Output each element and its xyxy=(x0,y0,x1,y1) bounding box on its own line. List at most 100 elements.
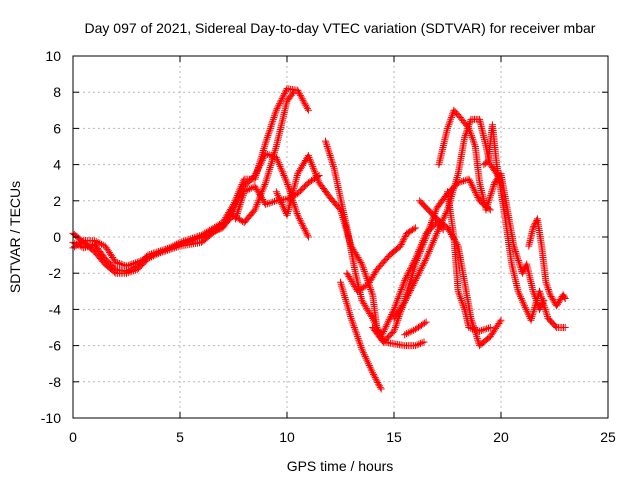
data-point xyxy=(131,259,139,267)
data-point xyxy=(544,284,552,292)
data-point xyxy=(424,251,432,259)
data-point xyxy=(474,336,482,344)
data-point xyxy=(419,242,426,250)
data-point xyxy=(372,375,380,383)
data-point xyxy=(454,287,462,295)
data-point xyxy=(359,264,367,272)
data-point xyxy=(281,88,289,96)
data-point xyxy=(294,211,302,219)
data-point xyxy=(279,93,287,101)
data-point xyxy=(238,181,246,188)
data-point xyxy=(351,325,359,333)
data-point xyxy=(418,339,426,347)
data-point xyxy=(367,286,375,293)
data-point xyxy=(349,318,356,326)
data-point xyxy=(385,316,393,324)
data-point xyxy=(489,182,497,190)
data-point xyxy=(511,246,519,254)
data-point xyxy=(472,190,480,198)
data-point xyxy=(328,157,336,165)
data-point xyxy=(139,256,147,264)
data-point xyxy=(274,157,282,165)
data-point xyxy=(266,126,274,134)
data-point xyxy=(465,175,473,183)
data-point xyxy=(123,269,130,277)
data-point xyxy=(455,289,463,297)
data-point xyxy=(407,227,415,235)
data-point xyxy=(370,372,378,380)
data-point xyxy=(383,321,391,329)
data-point xyxy=(137,257,145,265)
data-point xyxy=(391,302,399,310)
data-point xyxy=(273,105,281,113)
data-point xyxy=(467,180,475,188)
data-point xyxy=(272,106,280,114)
data-point xyxy=(393,320,400,328)
data-point xyxy=(265,128,273,136)
data-point xyxy=(165,246,173,254)
data-point xyxy=(542,307,550,315)
data-point xyxy=(369,316,377,324)
data-point xyxy=(401,233,409,240)
data-point xyxy=(232,215,240,223)
data-point xyxy=(421,258,428,266)
data-point xyxy=(274,103,282,111)
data-point xyxy=(352,327,360,335)
data-point xyxy=(277,199,285,207)
data-point xyxy=(296,90,303,98)
data-point xyxy=(158,248,166,256)
data-point xyxy=(269,117,277,125)
data-point xyxy=(357,343,365,351)
data-point xyxy=(260,182,268,190)
data-point xyxy=(483,325,491,333)
data-point xyxy=(267,199,275,207)
data-point xyxy=(295,215,303,223)
data-point xyxy=(371,374,379,382)
data-point xyxy=(183,236,191,244)
data-point xyxy=(299,221,307,229)
data-point xyxy=(322,137,329,145)
data-point xyxy=(377,385,385,393)
data-point xyxy=(530,307,538,315)
data-point xyxy=(543,311,551,319)
data-point xyxy=(393,296,401,304)
data-point xyxy=(272,108,280,116)
data-point xyxy=(416,266,424,274)
data-point xyxy=(465,124,473,132)
data-point xyxy=(298,220,306,228)
x-tick-label: 25 xyxy=(600,429,616,445)
data-point xyxy=(293,208,300,216)
data-point xyxy=(408,327,416,335)
data-point xyxy=(232,213,240,221)
data-point xyxy=(300,98,308,106)
data-point xyxy=(484,200,492,208)
data-point xyxy=(230,199,238,207)
data-point xyxy=(395,293,403,301)
data-point xyxy=(352,329,360,337)
data-point xyxy=(297,93,305,101)
data-point xyxy=(274,191,282,199)
data-point xyxy=(424,228,432,236)
data-point xyxy=(421,256,429,264)
data-point xyxy=(329,161,337,169)
data-point xyxy=(260,184,267,192)
data-point xyxy=(362,273,370,281)
data-point xyxy=(119,261,127,269)
data-point xyxy=(389,307,397,315)
data-point xyxy=(296,216,304,224)
data-point xyxy=(430,237,438,245)
data-point xyxy=(312,170,319,178)
data-point xyxy=(426,246,434,254)
data-point xyxy=(543,280,551,288)
data-point xyxy=(278,200,286,208)
data-point xyxy=(470,325,478,333)
data-point xyxy=(279,202,287,210)
data-point xyxy=(126,261,134,269)
data-point xyxy=(284,182,292,190)
data-point xyxy=(114,259,122,267)
data-point xyxy=(303,230,311,238)
data-point xyxy=(514,255,522,263)
data-point xyxy=(174,243,182,251)
data-point xyxy=(242,187,250,195)
data-point xyxy=(295,213,302,221)
